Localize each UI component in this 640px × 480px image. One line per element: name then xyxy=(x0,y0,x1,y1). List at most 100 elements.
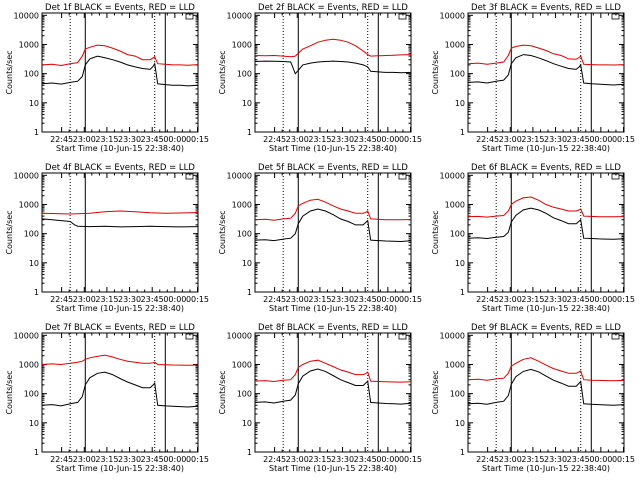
x-tick-label: 23:45 xyxy=(354,135,377,144)
y-tick-label: 1000 xyxy=(232,360,252,369)
y-axis-label: Counts/sec xyxy=(431,370,440,414)
y-axis-label: Counts/sec xyxy=(5,370,14,414)
x-tick-label: 23:00 xyxy=(73,455,96,464)
chart-title: Det 2f BLACK = Events, RED = LLD xyxy=(258,3,408,13)
y-tick-label: 1 xyxy=(247,448,252,457)
y-tick-label: 1 xyxy=(460,288,465,297)
marker-box xyxy=(398,333,407,340)
marker-box xyxy=(398,13,407,20)
x-tick-label: 23:45 xyxy=(567,455,590,464)
y-tick-label: 100 xyxy=(24,390,39,399)
lld-series-line xyxy=(254,38,412,58)
y-tick-label: 10 xyxy=(242,99,252,108)
y-tick-label: 10 xyxy=(242,419,252,428)
y-tick-label: 10 xyxy=(455,419,465,428)
x-tick-label: 23:30 xyxy=(118,295,141,304)
y-tick-label: 1000 xyxy=(232,40,252,49)
marker-box xyxy=(185,13,194,20)
x-tick-label: 23:00 xyxy=(286,295,309,304)
plot-frame xyxy=(254,332,412,453)
x-tick-label: 22:45 xyxy=(50,455,73,464)
plot-frame xyxy=(254,172,412,293)
marker-box xyxy=(611,333,620,340)
y-tick-label: 100 xyxy=(450,390,465,399)
y-tick-label: 10000 xyxy=(227,171,252,180)
y-tick-label: 100 xyxy=(24,230,39,239)
lld-series-line xyxy=(41,210,199,215)
y-tick-label: 1000 xyxy=(445,200,465,209)
y-axis-label: Counts/sec xyxy=(218,370,227,414)
plot-frame xyxy=(41,332,199,453)
y-tick-label: 10 xyxy=(29,99,39,108)
x-axis-label: Start Time (10-Jun-15 22:38:40) xyxy=(482,464,610,473)
chart-panel-2: Det 2f BLACK = Events, RED = LLD Counts/s… xyxy=(218,3,422,153)
x-tick-label: 23:15 xyxy=(308,135,331,144)
events-series-line xyxy=(41,371,199,408)
chart-title: Det 1f BLACK = Events, RED = LLD xyxy=(45,3,195,13)
x-axis-label: Start Time (10-Jun-15 22:38:40) xyxy=(269,144,397,153)
chart-title: Det 3f BLACK = Events, RED = LLD xyxy=(471,3,621,13)
x-tick-label: 23:45 xyxy=(354,295,377,304)
x-tick-label: 00:00 xyxy=(589,295,612,304)
lld-series-line xyxy=(254,198,412,221)
x-tick-label: 23:15 xyxy=(308,295,331,304)
chart-panel-8: Det 8f BLACK = Events, RED = LLD Counts/s… xyxy=(218,323,422,473)
x-tick-label: 22:45 xyxy=(50,135,73,144)
plot-frame xyxy=(467,12,625,133)
plot-frame xyxy=(41,12,199,133)
x-tick-label: 00:00 xyxy=(163,455,186,464)
y-tick-label: 100 xyxy=(237,390,252,399)
x-tick-label: 00:00 xyxy=(163,135,186,144)
y-tick-label: 1000 xyxy=(19,40,39,49)
y-tick-label: 1 xyxy=(460,448,465,457)
x-tick-label: 00:00 xyxy=(376,455,399,464)
lld-series-line xyxy=(41,44,199,67)
y-axis-label: Counts/sec xyxy=(431,210,440,254)
x-axis-label: Start Time (10-Jun-15 22:38:40) xyxy=(56,304,184,313)
x-tick-label: 00:15 xyxy=(186,455,209,464)
x-tick-label: 00:00 xyxy=(376,135,399,144)
y-tick-label: 10 xyxy=(455,99,465,108)
y-tick-label: 10000 xyxy=(14,171,39,180)
x-axis-label: Start Time (10-Jun-15 22:38:40) xyxy=(56,144,184,153)
events-series-line xyxy=(254,368,412,405)
chart-title: Det 7f BLACK = Events, RED = LLD xyxy=(45,323,195,333)
marker-box xyxy=(611,173,620,180)
x-axis-label: Start Time (10-Jun-15 22:38:40) xyxy=(482,144,610,153)
chart-panel-1: Det 1f BLACK = Events, RED = LLD Counts/s… xyxy=(5,3,209,153)
x-tick-label: 23:15 xyxy=(308,455,331,464)
y-tick-label: 100 xyxy=(24,70,39,79)
x-tick-label: 23:15 xyxy=(95,455,118,464)
x-tick-label: 23:45 xyxy=(141,295,164,304)
plot-frame xyxy=(467,332,625,453)
y-tick-label: 1000 xyxy=(445,360,465,369)
y-tick-label: 1000 xyxy=(19,200,39,209)
x-tick-label: 23:15 xyxy=(521,135,544,144)
events-series-line xyxy=(467,207,625,240)
events-series-line xyxy=(41,218,199,228)
events-series-line xyxy=(467,54,625,86)
y-tick-label: 1 xyxy=(247,288,252,297)
y-tick-label: 1 xyxy=(247,128,252,137)
y-tick-label: 1 xyxy=(34,288,39,297)
y-tick-label: 100 xyxy=(237,230,252,239)
x-tick-label: 22:45 xyxy=(263,455,286,464)
x-tick-label: 23:30 xyxy=(331,455,354,464)
y-tick-label: 10000 xyxy=(440,171,465,180)
y-tick-label: 1 xyxy=(34,128,39,137)
x-tick-label: 23:00 xyxy=(499,135,522,144)
y-axis-label: Counts/sec xyxy=(5,210,14,254)
y-tick-label: 10000 xyxy=(227,11,252,20)
x-axis-label: Start Time (10-Jun-15 22:38:40) xyxy=(56,464,184,473)
x-tick-label: 22:45 xyxy=(263,135,286,144)
x-tick-label: 23:00 xyxy=(286,455,309,464)
chart-panel-4: Det 4f BLACK = Events, RED = LLD Counts/s… xyxy=(5,163,209,313)
y-axis-label: Counts/sec xyxy=(218,50,227,94)
x-tick-label: 23:30 xyxy=(118,135,141,144)
x-tick-label: 00:00 xyxy=(589,455,612,464)
x-axis-label: Start Time (10-Jun-15 22:38:40) xyxy=(269,464,397,473)
x-tick-label: 23:00 xyxy=(73,135,96,144)
x-tick-label: 00:15 xyxy=(612,135,635,144)
y-axis-label: Counts/sec xyxy=(431,50,440,94)
y-tick-label: 100 xyxy=(450,70,465,79)
